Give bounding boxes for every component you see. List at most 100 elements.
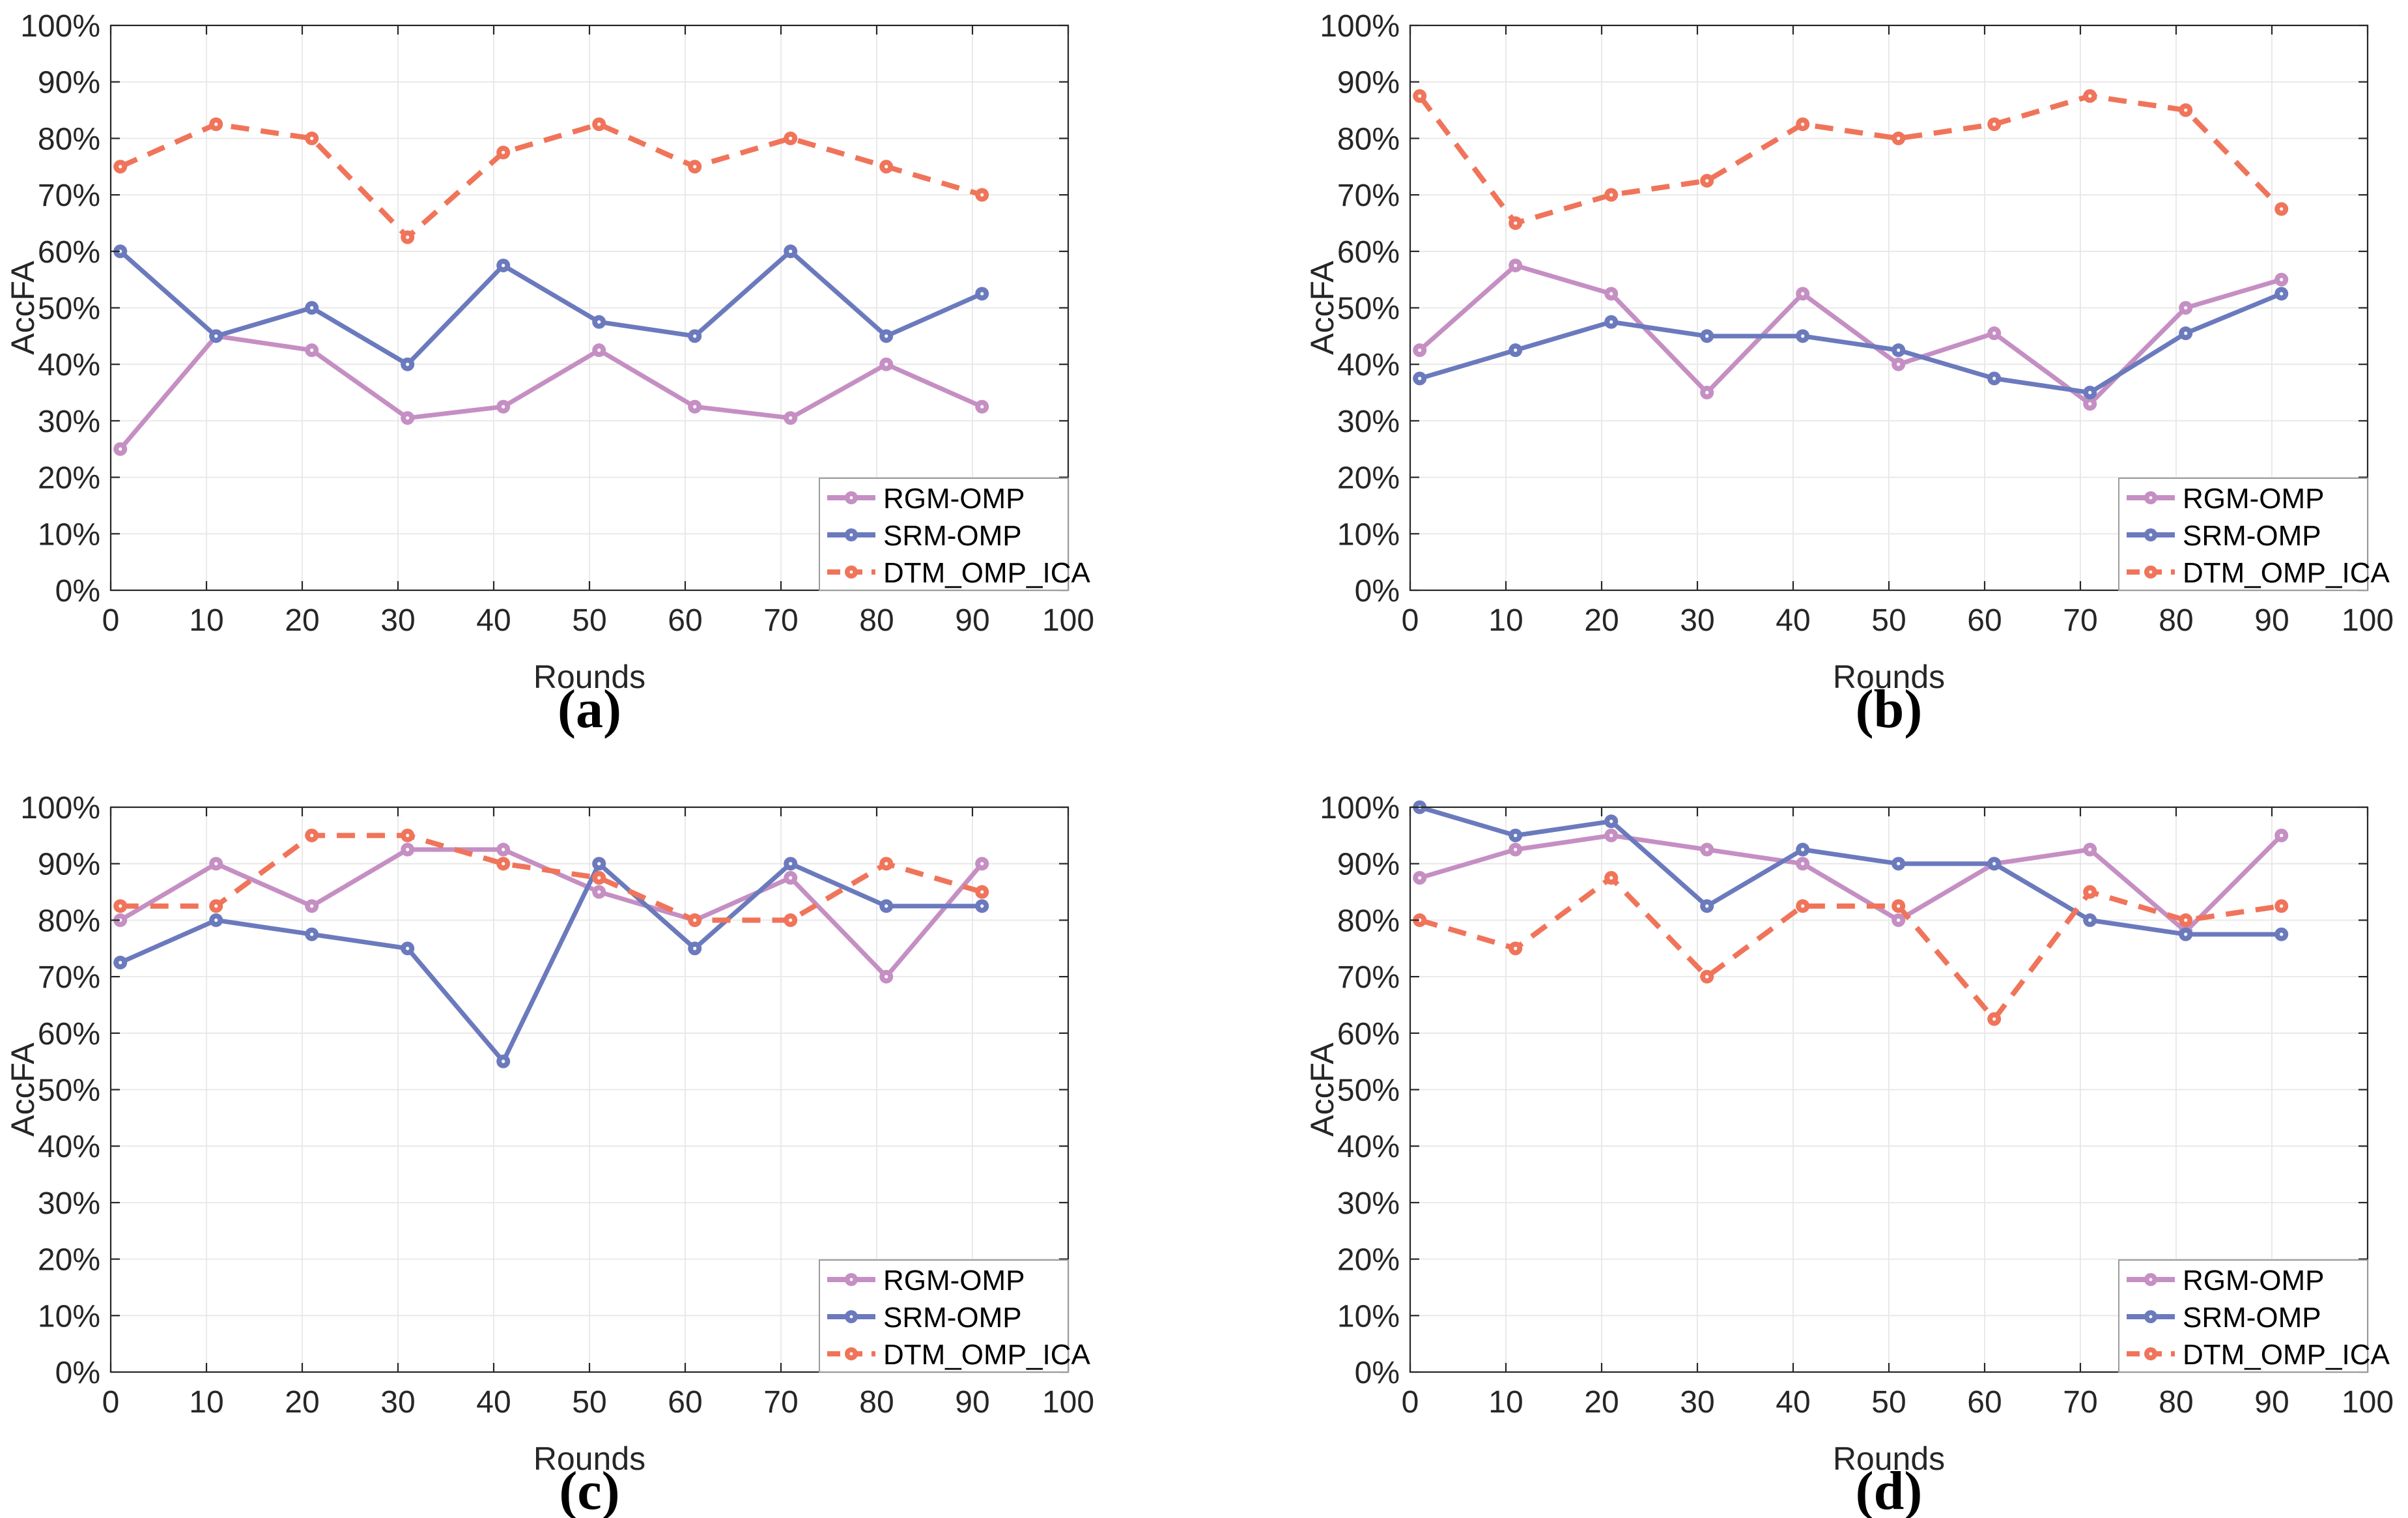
legend-item-SRM-OMP: SRM-OMP	[827, 520, 1022, 552]
x-tick-label: 0	[1402, 1385, 1419, 1420]
x-tick-label: 60	[668, 1385, 702, 1420]
y-tick-label: 100%	[1320, 9, 1400, 44]
x-tick-label: 60	[668, 603, 702, 638]
y-tick-label: 10%	[1337, 1299, 1400, 1334]
legend-item-SRM-OMP: SRM-OMP	[2127, 520, 2321, 552]
series-DTM_OMP_ICA	[1413, 870, 2289, 1026]
y-tick-label: 60%	[1337, 235, 1400, 270]
x-tick-label: 40	[476, 1385, 511, 1420]
legend-label: RGM-OMP	[883, 1265, 1025, 1296]
y-tick-label: 40%	[1337, 1130, 1400, 1164]
y-tick-label: 80%	[1337, 122, 1400, 156]
x-tick-label: 30	[380, 603, 415, 638]
x-tick-label: 30	[1680, 603, 1714, 638]
legend-label: DTM_OMP_ICA	[2183, 1339, 2390, 1371]
legend-label: RGM-OMP	[2183, 483, 2325, 515]
caption-a: (a)	[558, 679, 621, 739]
y-tick-label: 70%	[38, 179, 100, 213]
x-tick-label: 60	[1967, 1385, 2002, 1420]
x-tick-label: 70	[763, 1385, 798, 1420]
x-axis-title: Rounds	[1833, 659, 1945, 695]
x-tick-label: 100	[1042, 603, 1094, 638]
y-tick-label: 60%	[38, 1017, 100, 1052]
legend-label: SRM-OMP	[883, 520, 1022, 552]
x-tick-label: 90	[2254, 603, 2289, 638]
legend-item-DTM_OMP_ICA: DTM_OMP_ICA	[2127, 557, 2390, 589]
x-axis-title: Rounds	[1833, 1440, 1945, 1477]
series-DTM_OMP_ICA	[113, 117, 989, 244]
x-tick-label: 20	[285, 603, 319, 638]
y-tick-label: 0%	[1355, 1356, 1400, 1390]
x-tick-label: 50	[1871, 1385, 1906, 1420]
legend-item-RGM-OMP: RGM-OMP	[2127, 483, 2325, 515]
y-tick-label: 20%	[38, 461, 100, 496]
y-tick-label: 30%	[38, 1186, 100, 1221]
y-tick-label: 100%	[20, 9, 100, 44]
gridlines	[1410, 807, 2368, 1372]
chart-a: 0% 10% 20% 30% 40% 50% 60% 70% 80% 90% 100% 0 10 20 30…	[5, 9, 1094, 695]
x-tick-label: 90	[2254, 1385, 2289, 1420]
legend-item-RGM-OMP: RGM-OMP	[827, 1265, 1025, 1296]
x-tick-label: 30	[1680, 1385, 1714, 1420]
x-tick-label: 80	[859, 603, 894, 638]
axes-box	[109, 24, 1069, 592]
legend-item-DTM_OMP_ICA: DTM_OMP_ICA	[827, 1339, 1090, 1371]
legend: RGM-OMP SRM-OMP DTM_OMP_ICA	[819, 1259, 1090, 1373]
y-tick-label: 60%	[38, 235, 100, 270]
x-tick-label: 0	[102, 603, 120, 638]
y-tick-label: 10%	[38, 1299, 100, 1334]
legend-item-DTM_OMP_ICA: DTM_OMP_ICA	[827, 557, 1090, 589]
legend-label: DTM_OMP_ICA	[2183, 557, 2390, 589]
x-tick-label: 80	[2159, 603, 2193, 638]
caption-b: (b)	[1855, 679, 1923, 739]
y-tick-label: 60%	[1337, 1017, 1400, 1052]
y-tick-label: 80%	[38, 904, 100, 938]
tick-labels: 0% 10% 20% 30% 40% 50% 60% 70% 80% 90% 100% 0 10 20 30…	[20, 791, 1094, 1420]
series-DTM_OMP_ICA	[1413, 89, 2289, 230]
legend-label: SRM-OMP	[883, 1302, 1022, 1334]
x-axis-title: Rounds	[533, 659, 645, 695]
x-tick-label: 90	[955, 1385, 989, 1420]
y-tick-label: 50%	[1337, 292, 1400, 326]
chart-d: 0% 10% 20% 30% 40% 50% 60% 70% 80% 90% 100% 0 10 20 30…	[1304, 791, 2394, 1477]
y-tick-label: 30%	[1337, 1186, 1400, 1221]
y-tick-label: 20%	[38, 1243, 100, 1278]
y-tick-label: 90%	[1337, 66, 1400, 100]
y-tick-label: 10%	[1337, 517, 1400, 552]
y-tick-label: 80%	[38, 122, 100, 156]
x-tick-label: 20	[1584, 1385, 1619, 1420]
y-tick-label: 50%	[38, 1074, 100, 1108]
x-tick-label: 70	[763, 603, 798, 638]
y-tick-label: 100%	[20, 791, 100, 825]
legend-item-DTM_OMP_ICA: DTM_OMP_ICA	[2127, 1339, 2390, 1371]
x-tick-label: 10	[189, 1385, 223, 1420]
x-tick-label: 50	[572, 1385, 606, 1420]
series-RGM-OMP	[1413, 828, 2289, 939]
x-tick-label: 40	[1776, 603, 1810, 638]
axes-box	[1409, 806, 2369, 1373]
y-tick-label: 0%	[1355, 574, 1400, 609]
x-tick-label: 10	[1488, 1385, 1523, 1420]
legend-item-RGM-OMP: RGM-OMP	[827, 483, 1025, 515]
y-axis-title: AccFA	[1304, 261, 1340, 355]
legend-label: DTM_OMP_ICA	[883, 557, 1090, 589]
y-tick-label: 70%	[38, 960, 100, 995]
x-tick-label: 80	[2159, 1385, 2193, 1420]
x-tick-label: 60	[1967, 603, 2002, 638]
series-SRM-OMP	[1413, 287, 2289, 400]
legend: RGM-OMP SRM-OMP DTM_OMP_ICA	[2118, 478, 2390, 591]
legend-item-RGM-OMP: RGM-OMP	[2127, 1265, 2325, 1296]
x-tick-label: 0	[102, 1385, 120, 1420]
legend-item-SRM-OMP: SRM-OMP	[827, 1302, 1022, 1334]
y-tick-label: 30%	[38, 405, 100, 439]
series-SRM-OMP	[113, 244, 989, 371]
y-tick-label: 50%	[1337, 1074, 1400, 1108]
series-RGM-OMP	[113, 329, 989, 456]
x-tick-label: 70	[2063, 603, 2097, 638]
tick-labels: 0% 10% 20% 30% 40% 50% 60% 70% 80% 90% 100% 0 10 20 30…	[20, 9, 1094, 638]
x-tick-label: 70	[2063, 1385, 2097, 1420]
x-tick-label: 10	[1488, 603, 1523, 638]
legend-label: SRM-OMP	[2183, 520, 2321, 552]
legend-label: DTM_OMP_ICA	[883, 1339, 1090, 1371]
